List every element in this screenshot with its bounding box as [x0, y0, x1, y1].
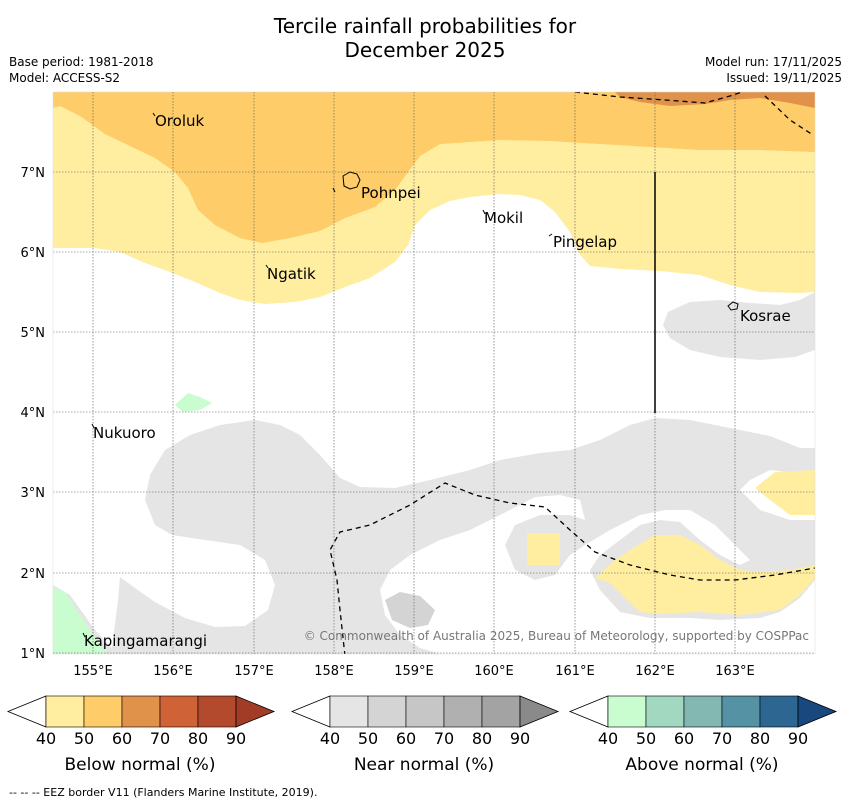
legend-tick-label: 70: [712, 729, 732, 748]
lat-tick: 3°N: [21, 486, 46, 501]
legend-left-extend: [6, 695, 47, 728]
below-normal-south-patch-2: [595, 535, 815, 615]
legend-label-near: Near normal (%): [353, 755, 495, 775]
lat-tick-labels: 7°N 6°N 5°N 4°N 3°N 2°N 1°N: [21, 166, 46, 662]
legend-color-segment: [405, 695, 445, 728]
below-normal-south-patch-1: [527, 533, 560, 565]
lon-tick: 158°E: [314, 664, 354, 679]
legend-tick-label: 50: [74, 729, 94, 748]
lon-tick: 156°E: [153, 664, 193, 679]
legend-color-segment: [159, 695, 199, 728]
lat-tick: 6°N: [21, 246, 46, 261]
copyright-notice: © Commonwealth of Australia 2025, Bureau…: [304, 629, 809, 643]
legend-tick-label: 50: [358, 729, 378, 748]
lon-tick: 155°E: [73, 664, 113, 679]
legend-left-extend: [568, 695, 609, 728]
legend-right-extend: [235, 695, 276, 728]
issued-date: Issued: 19/11/2025: [726, 71, 842, 85]
place-label-pohnpei: Pohnpei: [361, 184, 421, 202]
meta-right: Model run: 17/11/2025 Issued: 19/11/2025: [705, 54, 842, 86]
place-label-oroluk: Oroluk: [155, 112, 204, 130]
above-normal-40-50-region: [53, 587, 106, 654]
meta-left: Base period: 1981-2018 Model: ACCESS-S2: [9, 54, 154, 86]
lon-tick: 160°E: [474, 664, 514, 679]
map-frame: [52, 91, 816, 655]
legend-tick-label: 40: [320, 729, 340, 748]
lon-tick-labels: 155°E 156°E 157°E 158°E 159°E 160°E 161°…: [73, 664, 755, 679]
legend-label-above: Above normal (%): [625, 755, 779, 775]
legend-color-segment: [443, 695, 483, 728]
colorbar-legends: 40 50 60 70 80 90 40 50 60 70 80 90 40 50 60 70 80 90: [6, 695, 838, 748]
eez-footnote: -- -- -- EEZ border V11 (Flanders Marine…: [9, 786, 318, 799]
legend-tick-label: 70: [434, 729, 454, 748]
lon-tick: 161°E: [555, 664, 595, 679]
legend-tick-label: 60: [674, 729, 694, 748]
legend-tick-label: 80: [188, 729, 208, 748]
legend-color-segment: [645, 695, 685, 728]
legend-tick-label: 60: [112, 729, 132, 748]
lon-tick: 163°E: [715, 664, 755, 679]
lat-tick: 5°N: [21, 326, 46, 341]
lat-tick: 7°N: [21, 166, 46, 181]
legend-tick-label: 60: [396, 729, 416, 748]
place-label-kosrae: Kosrae: [740, 307, 791, 325]
grid-lines: [53, 92, 815, 654]
near-normal-50-60-region: [385, 592, 435, 628]
pohnpei-island-outline: [342, 171, 361, 190]
lon-tick: 159°E: [394, 664, 434, 679]
legend-color-segment: [481, 695, 521, 728]
near-normal-kosrae-region: [663, 292, 815, 360]
legend-color-segment: [83, 695, 123, 728]
lat-tick: 1°N: [21, 647, 46, 662]
place-label-mokil: Mokil: [484, 209, 523, 227]
legend-color-segment: [721, 695, 761, 728]
base-period: Base period: 1981-2018: [9, 55, 154, 69]
legend-color-segment: [607, 695, 647, 728]
model-name: Model: ACCESS-S2: [9, 71, 121, 85]
legend-tick-label: 40: [598, 729, 618, 748]
model-run: Model run: 17/11/2025: [704, 55, 842, 69]
legend-tick-label: 90: [788, 729, 808, 748]
kosrae-island-outline: [727, 301, 739, 311]
legend-tick-label: 50: [636, 729, 656, 748]
below-normal-50-60-region: [53, 92, 815, 243]
eez-borders: [329, 92, 815, 654]
legend-left-extend: [290, 695, 331, 728]
legend-tick-label: 90: [226, 729, 246, 748]
legend-color-segment: [759, 695, 799, 728]
legend-color-segment: [683, 695, 723, 728]
legend-tick-label: 40: [36, 729, 56, 748]
legend-tick-label: 70: [150, 729, 170, 748]
legend-tick-label: 90: [510, 729, 530, 748]
place-label-pingelap: Pingelap: [553, 233, 617, 251]
place-markers: [82, 112, 553, 638]
below-normal-south-patch-3: [755, 470, 815, 515]
legend-tick-label: 80: [472, 729, 492, 748]
legend-right-extend: [519, 695, 560, 728]
map-plot-area: [53, 92, 815, 654]
legend-color-segment: [329, 695, 369, 728]
lon-tick: 157°E: [234, 664, 274, 679]
title-line-2: December 2025: [344, 38, 506, 62]
legend-tick-label: 80: [750, 729, 770, 748]
legend-label-below: Below normal (%): [64, 755, 216, 775]
legend-color-segment: [197, 695, 237, 728]
lat-tick: 4°N: [21, 406, 46, 421]
place-labels: Oroluk Pohnpei Mokil Pingelap Ngatik Kos…: [84, 112, 791, 650]
lon-tick: 162°E: [635, 664, 675, 679]
legend-color-segment: [121, 695, 161, 728]
lat-tick: 2°N: [21, 567, 46, 582]
place-label-nukuoro: Nukuoro: [93, 424, 156, 442]
legend-color-segment: [367, 695, 407, 728]
title-line-1: Tercile rainfall probabilities for: [273, 14, 577, 38]
place-label-ngatik: Ngatik: [267, 265, 316, 283]
map-title: Tercile rainfall probabilities for Decem…: [0, 14, 850, 62]
legend-right-extend: [797, 695, 838, 728]
place-label-kapingamarangi: Kapingamarangi: [84, 632, 207, 650]
legend-color-segment: [45, 695, 85, 728]
above-normal-small-patch: [175, 393, 212, 412]
